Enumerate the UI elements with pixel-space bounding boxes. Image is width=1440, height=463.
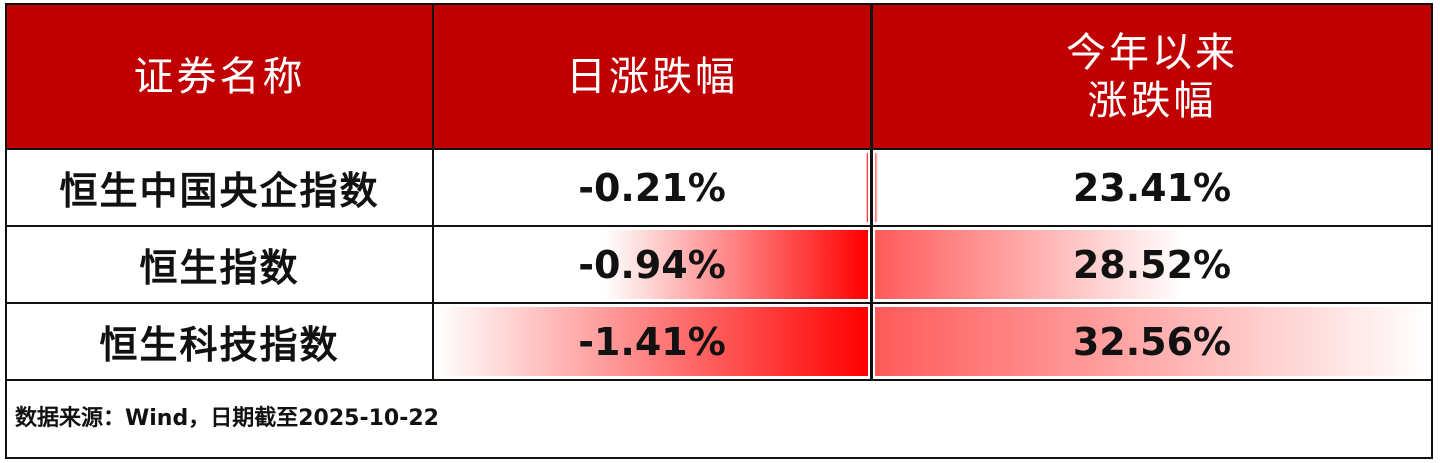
security-name-cell: 恒生指数 (7, 227, 434, 302)
table-row: 恒生指数 -0.94% 28.52% (7, 227, 1431, 304)
table-row: 恒生科技指数 -1.41% 32.56% (7, 304, 1431, 381)
ytd-change-bar (875, 307, 1429, 376)
header-text: 日涨跌幅 (566, 53, 738, 100)
index-performance-table: 证券名称 日涨跌幅 今年以来 涨跌幅 恒生中国央企指数 -0.21% 23.41… (5, 3, 1433, 459)
ytd-change-cell: 28.52% (873, 227, 1431, 302)
daily-change-bar (605, 230, 868, 299)
header-text: 今年以来 涨跌幅 (1066, 29, 1238, 124)
ytd-change-value: 23.41% (1072, 165, 1232, 210)
daily-change-cell: -1.41% (434, 304, 873, 379)
security-name: 恒生指数 (139, 246, 300, 290)
ytd-change-value: 32.56% (1072, 319, 1232, 364)
daily-change-cell: -0.21% (434, 150, 873, 225)
table-row: 恒生中国央企指数 -0.21% 23.41% (7, 150, 1431, 227)
daily-change-value: -1.41% (578, 319, 726, 364)
ytd-change-cell: 23.41% (873, 150, 1431, 225)
daily-change-bar (866, 153, 868, 222)
ytd-change-bar (875, 230, 1185, 299)
security-name-cell: 恒生中国央企指数 (7, 150, 434, 225)
security-name: 恒生科技指数 (99, 323, 340, 367)
header-security-name: 证券名称 (7, 5, 434, 148)
ytd-change-cell: 32.56% (873, 304, 1431, 379)
header-ytd-change: 今年以来 涨跌幅 (873, 5, 1431, 148)
footnote: 数据来源：Wind，日期截至2025-10-22 (15, 406, 439, 431)
header-daily-change: 日涨跌幅 (434, 5, 873, 148)
header-text: 证券名称 (133, 53, 306, 100)
daily-change-value: -0.21% (578, 165, 726, 210)
header-row: 证券名称 日涨跌幅 今年以来 涨跌幅 (7, 5, 1431, 150)
daily-change-cell: -0.94% (434, 227, 873, 302)
ytd-change-value: 28.52% (1072, 242, 1232, 287)
daily-change-value: -0.94% (578, 242, 726, 287)
daily-change-bar (436, 307, 868, 376)
security-name: 恒生中国央企指数 (59, 169, 380, 213)
ytd-change-bar (875, 153, 879, 222)
security-name-cell: 恒生科技指数 (7, 304, 434, 379)
